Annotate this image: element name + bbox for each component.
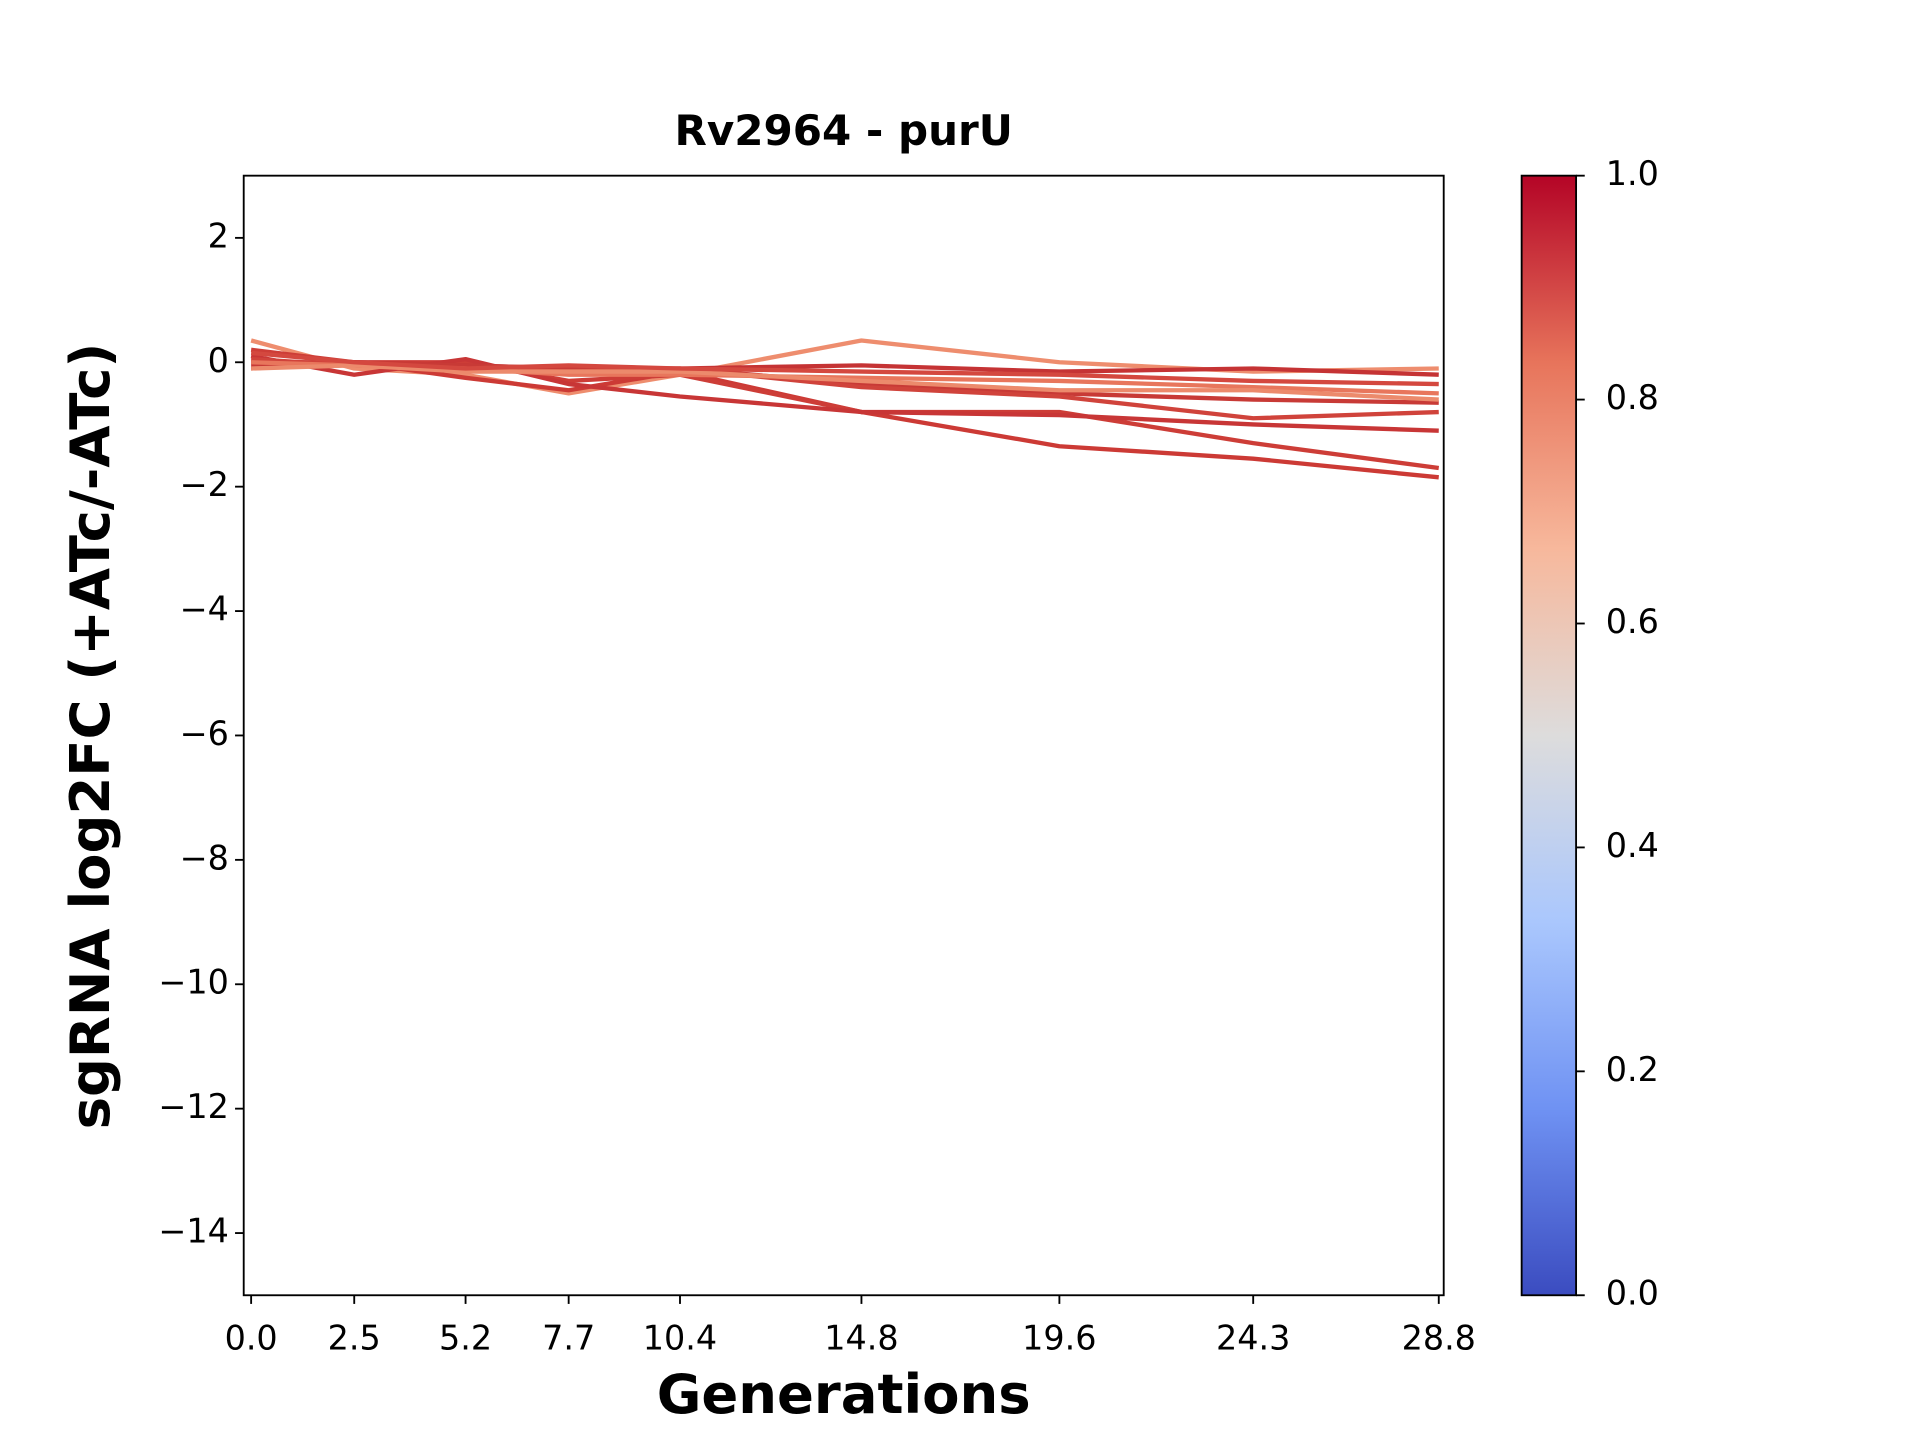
y-tick-label: −8 xyxy=(180,838,229,877)
y-tick-label: −12 xyxy=(158,1087,228,1126)
plot-area xyxy=(250,338,1440,480)
series-line xyxy=(251,363,1439,402)
chart-title: Rv2964 - purU xyxy=(674,106,1012,155)
x-tick-label: 2.5 xyxy=(328,1318,381,1357)
colorbar xyxy=(1520,174,1578,1297)
y-tick-label: 2 xyxy=(208,216,229,255)
x-tick-label: 28.8 xyxy=(1402,1318,1476,1357)
y-tick-label: −10 xyxy=(158,963,228,1002)
colorbar-tick-label: 0.2 xyxy=(1606,1050,1659,1089)
x-tick-label: 14.8 xyxy=(824,1318,898,1357)
y-tick-label: −6 xyxy=(180,714,229,753)
colorbar-tick-label: 0.4 xyxy=(1606,826,1659,865)
x-tick-label: 7.7 xyxy=(542,1318,595,1357)
x-axis-label: Generations xyxy=(657,1362,1031,1426)
x-tick-label: 24.3 xyxy=(1216,1318,1290,1357)
plot-frame xyxy=(242,174,1445,1297)
x-tick-label: 5.2 xyxy=(439,1318,492,1357)
x-tick-label: 10.4 xyxy=(643,1318,717,1357)
colorbar-tick-label: 1.0 xyxy=(1606,154,1659,193)
colorbar-tick-label: 0.8 xyxy=(1606,378,1659,417)
colorbar-tick-label: 0.6 xyxy=(1606,602,1659,641)
x-tick-label: 19.6 xyxy=(1022,1318,1096,1357)
x-tick-label: 0.0 xyxy=(225,1318,278,1357)
series-line xyxy=(250,350,1439,387)
colorbar-tick-label: 0.0 xyxy=(1606,1274,1659,1313)
y-tick-label: −14 xyxy=(158,1212,228,1251)
y-tick-label: −2 xyxy=(180,465,229,504)
y-tick-label: 0 xyxy=(208,341,229,380)
y-tick-label: −4 xyxy=(180,590,229,629)
y-axis-label: sgRNA log2FC (+ATc/-ATc) xyxy=(58,343,122,1130)
